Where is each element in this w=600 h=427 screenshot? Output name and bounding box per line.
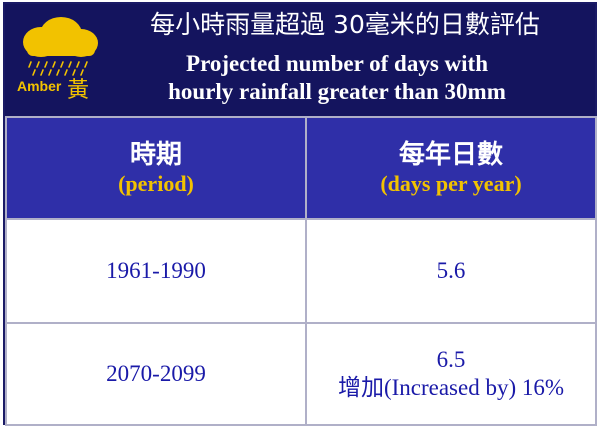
days-cell: 5.6	[305, 218, 597, 324]
title-english-line2: hourly rainfall greater than 30mm	[168, 79, 506, 104]
rainfall-table: 時期 (period) 每年日數 (days per year) 1961-19…	[5, 116, 597, 426]
days-value: 5.6	[436, 258, 466, 283]
column-header-days: 每年日數 (days per year)	[305, 116, 597, 220]
period-cell: 1961-1990	[5, 218, 307, 324]
period-cell: 2070-2099	[5, 322, 307, 426]
column-header-period: 時期 (period)	[5, 116, 307, 220]
title-english: Projected number of days with hourly rai…	[101, 50, 573, 106]
increase-note: 增加(Increased by) 16%	[337, 375, 565, 400]
table-header-row: 時期 (period) 每年日數 (days per year)	[5, 116, 597, 220]
header-banner: Amber 黃 每小時雨量超過 30毫米的日數評估 Projected numb…	[5, 4, 595, 116]
amber-char: 黃	[67, 78, 90, 103]
column-header-label-en: (period)	[118, 171, 194, 196]
amber-word: Amber	[17, 78, 62, 94]
days-value: 6.5	[436, 347, 466, 372]
amber-rainstorm-signal-icon	[23, 17, 98, 76]
slide: Amber 黃 每小時雨量超過 30毫米的日數評估 Projected numb…	[3, 2, 597, 426]
column-header-label-zh: 每年日數	[398, 140, 503, 170]
column-header-label-en: (days per year)	[380, 171, 522, 196]
table-row: 2070-2099 6.5 增加(Increased by) 16%	[5, 322, 597, 426]
table-row: 1961-1990 5.6	[5, 218, 597, 324]
title-chinese: 每小時雨量超過 30毫米的日數評估	[150, 10, 540, 39]
days-cell: 6.5 增加(Increased by) 16%	[305, 322, 597, 426]
title-english-line1: Projected number of days with	[186, 51, 488, 76]
column-header-label-zh: 時期	[129, 140, 182, 170]
amber-rainstorm-signal: Amber 黃	[17, 16, 103, 106]
